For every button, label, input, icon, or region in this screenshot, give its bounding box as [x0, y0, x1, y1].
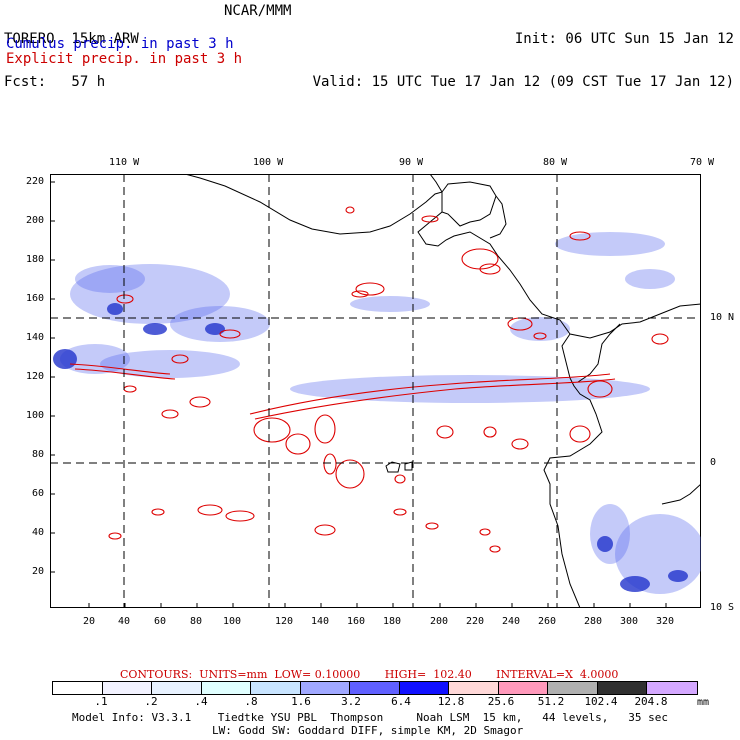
x-tick-100: 100 [223, 616, 242, 627]
lon-label-110w: 110 W [109, 157, 140, 168]
axis-ticks [50, 181, 667, 608]
x-tick-200: 200 [430, 616, 449, 627]
color-bar-cell [498, 682, 548, 694]
x-tick-300: 300 [620, 616, 639, 627]
lon-label-70w: 70 W [690, 157, 715, 168]
explicit-legend: Explicit precip. in past 3 h [6, 51, 243, 67]
color-bar-labels: .1 .2 .4 .8 1.6 3.2 6.4 12.8 25.6 51.2 1… [52, 695, 702, 708]
x-tick-140: 140 [311, 616, 330, 627]
y-tick-220: 220 [26, 176, 45, 187]
x-tick-20: 20 [83, 616, 96, 627]
color-bar-cell [597, 682, 647, 694]
cb-label-6: 6.4 [391, 695, 411, 708]
y-tick-80: 80 [32, 449, 45, 460]
cumulus-legend: Cumulus precip. in past 3 h [6, 36, 234, 52]
cb-label-5: 3.2 [341, 695, 361, 708]
contour-info: CONTOURS: UNITS=mm LOW= 0.10000 HIGH= 10… [120, 668, 619, 681]
color-bar-cell [251, 682, 301, 694]
x-tick-60: 60 [154, 616, 167, 627]
cb-label-3: .8 [244, 695, 258, 708]
y-tick-20: 20 [32, 566, 45, 577]
color-bar-cell [449, 682, 499, 694]
cb-label-9: 51.2 [537, 695, 565, 708]
precip-map [50, 174, 701, 608]
color-bar-cell [300, 682, 350, 694]
cb-label-10: 102.4 [584, 695, 618, 708]
latlon-grid [50, 174, 701, 608]
color-bar-cell [399, 682, 449, 694]
color-bar-cell [548, 682, 598, 694]
cb-label-1: .2 [144, 695, 158, 708]
x-tick-160: 160 [347, 616, 366, 627]
cumulus-precip-cores [53, 303, 688, 592]
color-bar-cell [201, 682, 251, 694]
x-tick-220: 220 [466, 616, 485, 627]
model-info-line1: Model Info: V3.3.1 Tiedtke YSU PBL Thomp… [72, 711, 669, 724]
center-name: NCAR/MMM [224, 3, 292, 19]
valid-time: Valid: 15 UTC Tue 17 Jan 12 (09 CST Tue … [312, 74, 734, 90]
lon-label-100w: 100 W [253, 157, 284, 168]
cb-label-8: 25.6 [487, 695, 515, 708]
y-tick-160: 160 [26, 293, 45, 304]
color-bar-cell [152, 682, 202, 694]
x-tick-260: 260 [538, 616, 557, 627]
model-name: TORERO 15km ARW [4, 31, 139, 47]
init-time: Init: 06 UTC Sun 15 Jan 12 [514, 31, 734, 47]
cb-label-2: .4 [194, 695, 208, 708]
color-bar-cell [350, 682, 400, 694]
x-tick-40: 40 [118, 616, 131, 627]
lon-label-80w: 80 W [543, 157, 568, 168]
cb-label-4: 1.6 [291, 695, 311, 708]
cb-label-7: 12.8 [437, 695, 465, 708]
cb-label-0: .1 [94, 695, 108, 708]
color-bar-cell [102, 682, 152, 694]
y-tick-120: 120 [26, 371, 45, 382]
lat-label-0: 0 [710, 457, 717, 468]
y-tick-180: 180 [26, 254, 45, 265]
header-left: TORERO 15km ARW Fcst: 57 h [4, 4, 139, 104]
x-tick-280: 280 [584, 616, 603, 627]
y-tick-100: 100 [26, 410, 45, 421]
x-tick-120: 120 [275, 616, 294, 627]
color-bar-cell [53, 682, 103, 694]
header-right: Init: 06 UTC Sun 15 Jan 12 Valid: 15 UTC… [313, 4, 734, 104]
lat-label-10n: 10 N [710, 312, 735, 323]
lon-label-90w: 90 W [399, 157, 424, 168]
x-tick-320: 320 [656, 616, 675, 627]
y-tick-60: 60 [32, 488, 45, 499]
x-tick-180: 180 [383, 616, 402, 627]
color-bar [52, 681, 698, 695]
y-tick-140: 140 [26, 332, 45, 343]
cb-label-11: 204.8 [634, 695, 668, 708]
x-tick-80: 80 [190, 616, 203, 627]
y-tick-40: 40 [32, 527, 45, 538]
model-info-line2: LW: Godd SW: Goddard DIFF, simple KM, 2D… [212, 724, 524, 737]
x-tick-240: 240 [502, 616, 521, 627]
color-bar-units: mm [697, 697, 710, 708]
lat-label-10s: 10 S [710, 602, 735, 613]
forecast-hour: Fcst: 57 h [4, 74, 106, 90]
color-bar-cell [647, 682, 697, 694]
coastlines [184, 174, 701, 608]
y-tick-200: 200 [26, 215, 45, 226]
